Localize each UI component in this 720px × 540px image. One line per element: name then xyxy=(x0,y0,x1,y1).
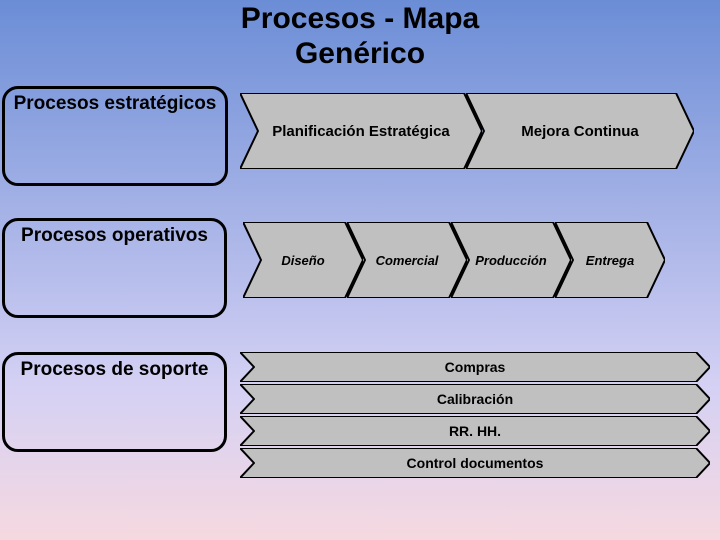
label-support-processes: Procesos de soporte xyxy=(2,352,227,452)
chevron-label-strategic-0: Planificación Estratégica xyxy=(268,123,454,140)
label-operative-text: Procesos operativos xyxy=(21,225,208,247)
chevron-operative-3: Entrega xyxy=(555,222,665,298)
chevron-support-2: RR. HH. xyxy=(240,416,710,446)
chevron-label-support-3: Control documentos xyxy=(403,455,548,471)
chevron-strategic-1: Mejora Continua xyxy=(466,93,694,169)
chevron-strategic-0: Planificación Estratégica xyxy=(240,93,482,169)
support-chevron-column: Compras Calibración RR. HH. Control documen… xyxy=(240,352,710,478)
strategic-chevron-row: Planificación Estratégica Mejora Continua xyxy=(240,93,694,169)
chevron-support-1: Calibración xyxy=(240,384,710,414)
chevron-label-support-2: RR. HH. xyxy=(445,423,505,439)
chevron-label-operative-2: Producción xyxy=(471,253,551,268)
chevron-support-3: Control documentos xyxy=(240,448,710,478)
chevron-label-operative-3: Entrega xyxy=(582,253,638,268)
operative-chevron-row: Diseño Comercial Producción Entrega xyxy=(243,222,665,298)
chevron-label-support-0: Compras xyxy=(441,359,510,375)
chevron-label-operative-0: Diseño xyxy=(277,253,328,268)
chevron-label-strategic-1: Mejora Continua xyxy=(517,123,643,140)
chevron-operative-2: Producción xyxy=(451,222,571,298)
chevron-operative-1: Comercial xyxy=(347,222,467,298)
label-support-text: Procesos de soporte xyxy=(21,359,209,381)
diagram-canvas: Procesos - Mapa Genérico Procesos estrat… xyxy=(0,0,720,540)
chevron-operative-0: Diseño xyxy=(243,222,363,298)
page-title: Procesos - Mapa Genérico xyxy=(0,0,720,71)
chevron-label-operative-1: Comercial xyxy=(372,253,443,268)
chevron-label-support-1: Calibración xyxy=(433,391,517,407)
label-strategic-processes: Procesos estratégicos xyxy=(2,86,228,186)
label-operative-processes: Procesos operativos xyxy=(2,218,227,318)
chevron-support-0: Compras xyxy=(240,352,710,382)
label-strategic-text: Procesos estratégicos xyxy=(14,93,217,115)
